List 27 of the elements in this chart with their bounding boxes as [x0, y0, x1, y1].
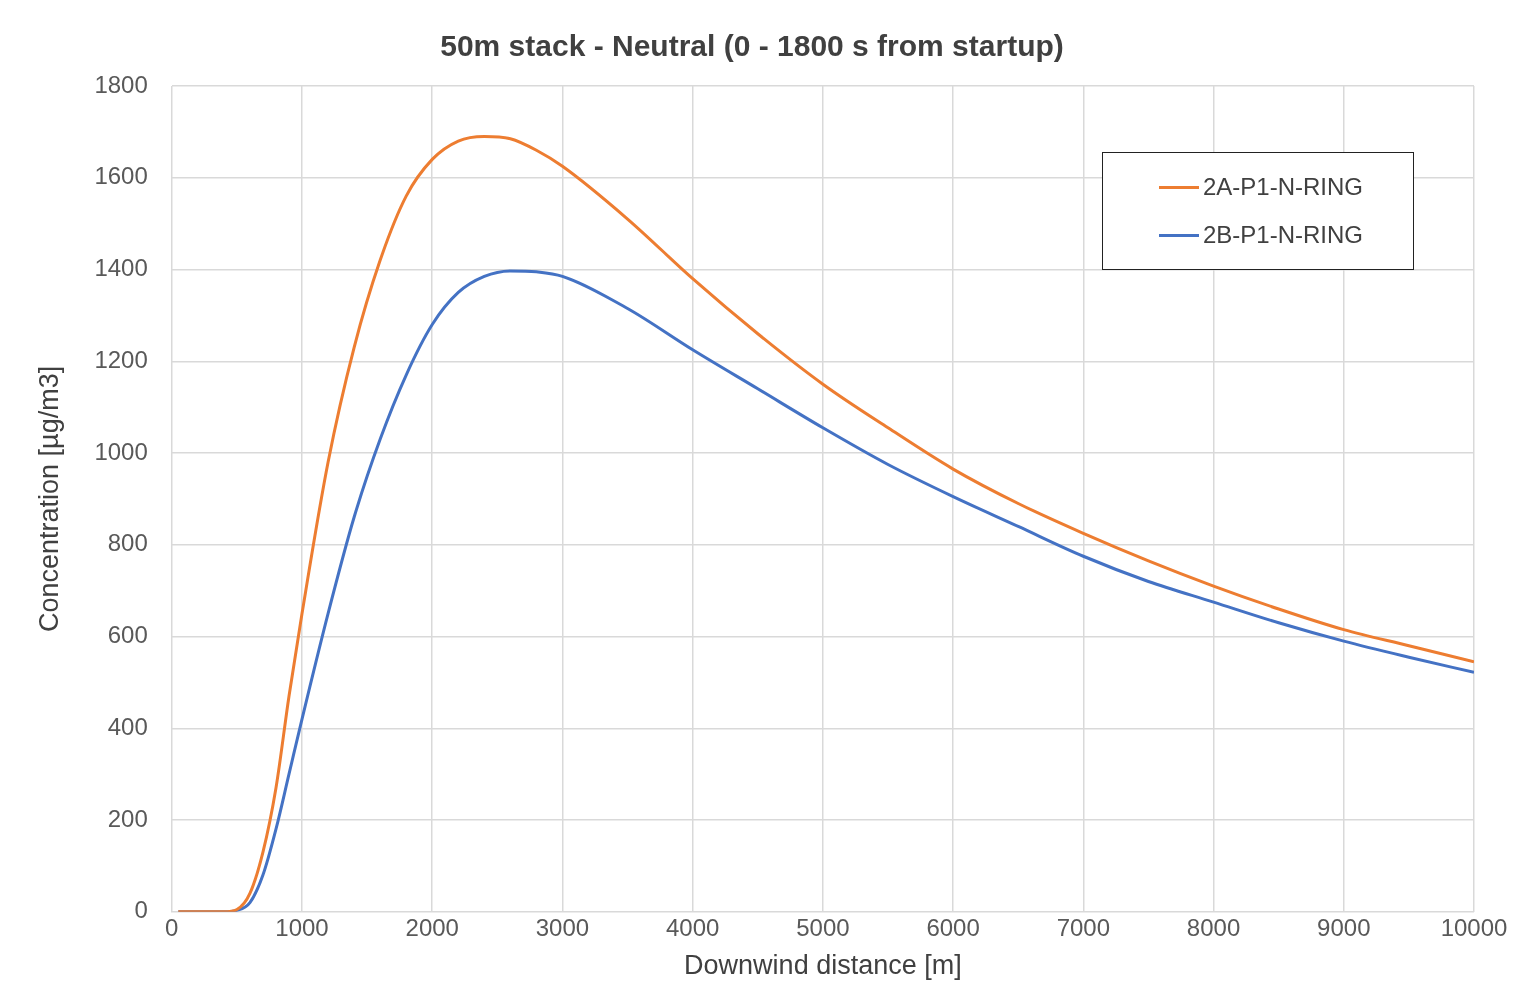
y-tick-label: 200 — [107, 804, 148, 832]
x-tick-label: 4000 — [665, 913, 720, 941]
x-tick-label: 8000 — [1186, 913, 1241, 941]
y-tick-label: 1000 — [94, 437, 148, 465]
y-tick-label: 400 — [107, 712, 148, 740]
y-tick-label: 800 — [107, 529, 148, 557]
x-axis-title: Downwind distance [m] — [684, 950, 962, 981]
x-tick-label: 0 — [165, 913, 179, 941]
x-tick-label: 7000 — [1056, 913, 1111, 941]
y-tick-label: 0 — [134, 896, 148, 924]
legend-label: 2A-P1-N-RING — [1202, 173, 1363, 201]
y-tick-label: 1800 — [94, 70, 148, 98]
legend-label: 2B-P1-N-RING — [1202, 221, 1363, 249]
y-axis-title: Concentration [µg/m3] — [33, 365, 64, 632]
x-tick-label: 1000 — [275, 913, 329, 941]
chart-title: 50m stack - Neutral (0 - 1800 s from startup) — [440, 29, 1064, 63]
x-tick-label: 2000 — [405, 913, 459, 941]
x-tick-label: 10000 — [1440, 913, 1508, 941]
line-series — [176, 134, 1474, 912]
x-tick-label: 9000 — [1317, 913, 1371, 941]
y-tick-label: 1400 — [94, 254, 148, 282]
y-tick-label: 600 — [107, 621, 148, 649]
y-tick-label: 1600 — [94, 162, 148, 190]
x-tick-label: 3000 — [535, 913, 590, 941]
x-tick-label: 5000 — [796, 913, 850, 941]
y-tick-label: 1200 — [94, 345, 148, 373]
x-tick-label: 6000 — [926, 913, 980, 941]
